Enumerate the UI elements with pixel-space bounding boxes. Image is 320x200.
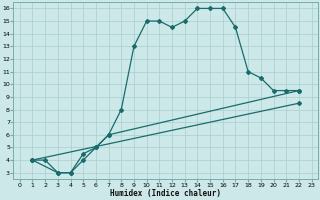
X-axis label: Humidex (Indice chaleur): Humidex (Indice chaleur) [110,189,221,198]
